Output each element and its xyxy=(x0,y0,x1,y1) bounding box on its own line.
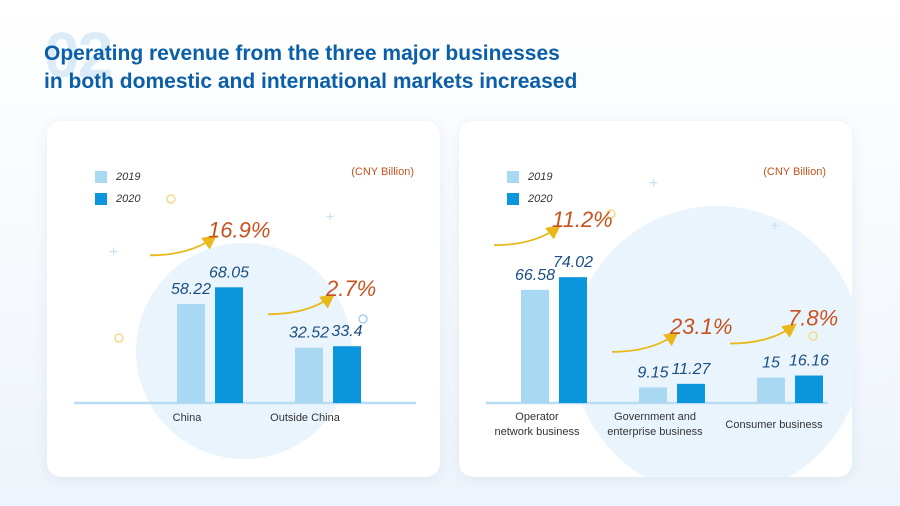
page-number: 02 xyxy=(44,19,113,91)
bar-2019-china xyxy=(177,304,205,403)
growth-arrow-consumer-business xyxy=(729,323,797,345)
chart-legend: 2019 2020 xyxy=(95,166,140,210)
data-label-2020-china: 68.05 xyxy=(209,264,249,281)
x-label-government-enterprise: Government and enterprise business xyxy=(607,411,703,438)
plus-decoration-icon: + xyxy=(771,217,779,233)
legend-item-2020: 2020 xyxy=(507,188,552,210)
business-revenue-chart: + + 66.58 74.02 11.2% 9.15 11.27 23.1% 15 16.16… xyxy=(459,121,852,477)
x-label-china: China xyxy=(172,412,202,424)
legend-swatch-2019 xyxy=(95,171,107,183)
legend-label-2020: 2020 xyxy=(116,193,141,205)
title-line-2: in both domestic and international marke… xyxy=(44,70,578,93)
legend-item-2020: 2020 xyxy=(95,188,140,210)
growth-arrow-operator-network-business xyxy=(493,225,561,247)
plus-decoration-icon: + xyxy=(109,244,118,261)
growth-label-operator-network-business: 11.2% xyxy=(552,207,613,232)
data-label-2019-outside-china: 32.52 xyxy=(289,325,329,342)
plus-decoration-icon: + xyxy=(649,175,658,192)
legend-item-2019: 2019 xyxy=(95,166,140,188)
data-label-2019-china: 58.22 xyxy=(171,281,211,298)
data-label-2020-consumer-business: 16.16 xyxy=(789,353,829,370)
bar-2020-consumer-business xyxy=(795,375,823,403)
chart-legend: 2019 2020 xyxy=(507,166,552,210)
unit-label: (CNY Billion) xyxy=(351,166,414,178)
bar-2020-government-and-enterprise-business xyxy=(677,383,705,403)
regional-revenue-chart: + + 58.22 68.05 16.9% 32.52 33.4 2.7% 2019 20… xyxy=(47,121,440,477)
decorative-circle xyxy=(572,206,852,477)
growth-label-government-and-enterprise-business: 23.1% xyxy=(669,314,732,339)
growth-arrow-government-and-enterprise-business xyxy=(611,331,679,353)
growth-label-consumer-business: 7.8% xyxy=(788,306,838,331)
bar-2019-government-and-enterprise-business xyxy=(639,387,667,403)
bar-2019-consumer-business xyxy=(757,377,785,403)
data-label-2020-government-and-enterprise-business: 11.27 xyxy=(672,361,712,378)
ring-decoration-icon xyxy=(114,333,124,343)
x-label-consumer: Consumer business xyxy=(725,419,823,431)
x-label-outside-china: Outside China xyxy=(270,412,340,424)
page-title: Operating revenue from the three major b… xyxy=(44,40,577,96)
x-label-operator-network: Operator network business xyxy=(494,411,580,438)
decorative-circle xyxy=(136,243,352,459)
title-line-1: Operating revenue from the three major b… xyxy=(44,42,560,65)
legend-label-2019: 2019 xyxy=(116,171,141,183)
bar-2020-outside-china xyxy=(333,346,361,403)
bar-2019-outside-china xyxy=(295,347,323,403)
growth-arrow-outside-china xyxy=(267,294,335,316)
legend-label-2019: 2019 xyxy=(528,171,553,183)
ring-decoration-icon xyxy=(166,194,176,204)
data-label-2019-government-and-enterprise-business: 9.15 xyxy=(637,364,668,381)
data-label-2020-outside-china: 33.4 xyxy=(331,323,362,340)
data-label-2019-consumer-business: 15 xyxy=(762,355,780,372)
ring-decoration-icon xyxy=(606,209,616,219)
growth-label-outside-china: 2.7% xyxy=(325,276,376,301)
ring-decoration-icon xyxy=(808,331,818,341)
bar-2020-china xyxy=(215,287,243,403)
data-label-2020-operator-network-business: 74.02 xyxy=(553,254,593,271)
growth-label-china: 16.9% xyxy=(208,217,270,242)
legend-item-2019: 2019 xyxy=(507,166,552,188)
legend-swatch-2020 xyxy=(507,193,519,205)
bar-2019-operator-network-business xyxy=(521,289,549,403)
plus-decoration-icon: + xyxy=(326,208,334,224)
ring-decoration-icon xyxy=(358,314,368,324)
legend-swatch-2019 xyxy=(507,171,519,183)
unit-label: (CNY Billion) xyxy=(763,166,826,178)
legend-swatch-2020 xyxy=(95,193,107,205)
bar-2020-operator-network-business xyxy=(559,277,587,403)
growth-arrow-china xyxy=(149,235,217,257)
legend-label-2020: 2020 xyxy=(528,193,553,205)
data-label-2019-operator-network-business: 66.58 xyxy=(515,267,555,284)
